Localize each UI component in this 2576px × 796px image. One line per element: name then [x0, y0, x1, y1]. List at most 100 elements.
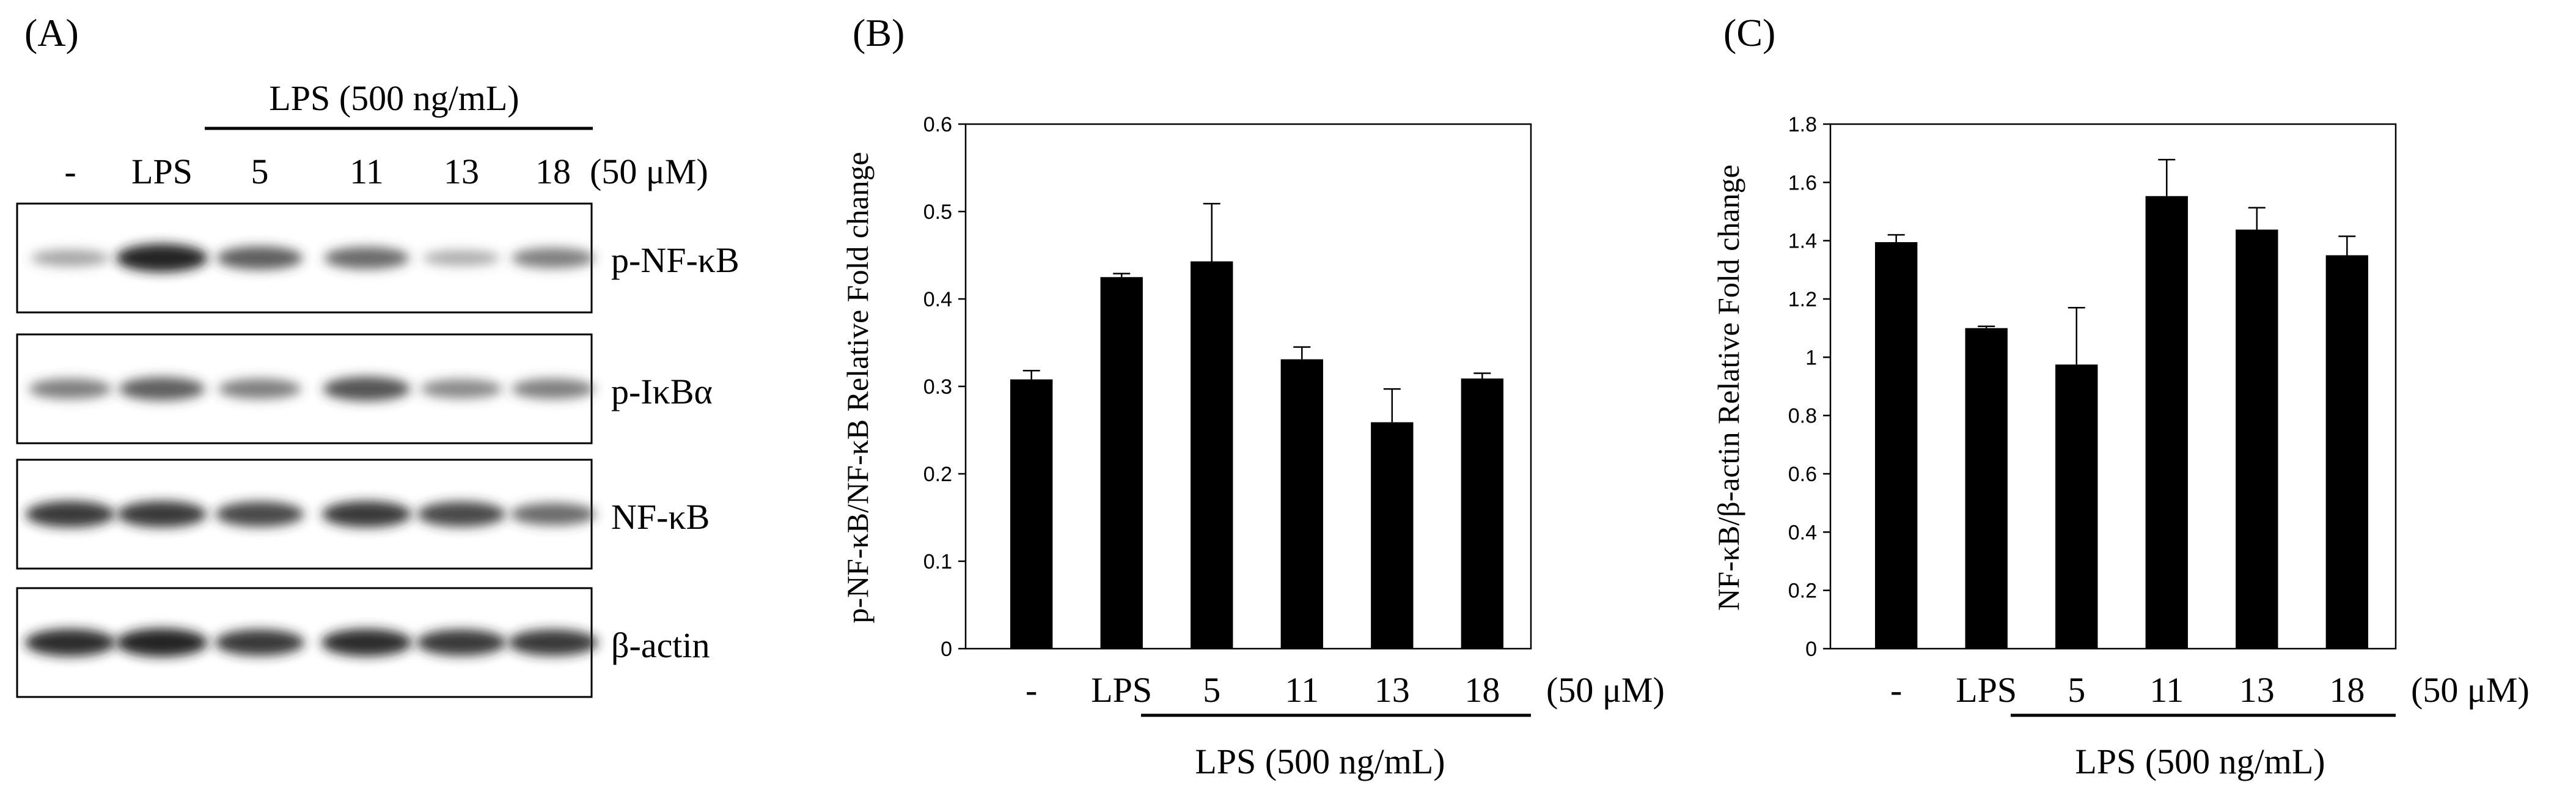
- bar: [1100, 277, 1143, 649]
- blot-band: [215, 501, 304, 527]
- bar: [1280, 359, 1323, 649]
- bar: [2145, 196, 2188, 649]
- blot-band: [416, 629, 507, 656]
- category-label: -: [1890, 670, 1902, 710]
- y-tick-label: 0.6: [1788, 463, 1817, 486]
- blot-band: [323, 377, 411, 401]
- blot-row-label: p-IκBα: [611, 372, 713, 411]
- category-label: 11: [2149, 670, 2184, 710]
- lane-label: -: [64, 152, 76, 191]
- blot-band: [116, 628, 208, 657]
- y-tick-label: 0.1: [923, 550, 952, 573]
- y-tick-label: 0: [1805, 638, 1817, 661]
- panel-a-concentration: (50 μM): [590, 152, 708, 191]
- blot-band: [321, 628, 413, 657]
- y-tick-label: 1.2: [1788, 288, 1817, 311]
- category-label: 5: [1203, 670, 1220, 710]
- category-labels: - LPS 5 11 13 18: [1890, 670, 2365, 710]
- blot-band: [417, 501, 506, 527]
- category-label: 13: [2239, 670, 2275, 710]
- bar: [1371, 422, 1414, 649]
- blot-band: [420, 379, 502, 399]
- blot-band: [324, 246, 409, 270]
- y-tick-label: 0.4: [1788, 521, 1817, 544]
- category-label: 11: [1285, 670, 1319, 710]
- bar: [2055, 364, 2098, 649]
- blot-band: [119, 377, 205, 401]
- bar: [1965, 328, 2008, 649]
- panel-a-western-blot: (A) LPS (500 ng/mL) - LPS 5 11 13 18 (50…: [16, 11, 739, 698]
- bar: [1875, 242, 1918, 649]
- blot-band: [218, 378, 301, 399]
- concentration-label: (50 μM): [2411, 670, 2530, 710]
- blot-row-p-ikba: p-IκBα: [16, 333, 713, 444]
- y-tick-label: 0.2: [923, 463, 952, 486]
- category-label: LPS: [1956, 670, 2017, 710]
- y-axis-label: p-NF-κB/NF-κB Relative Fold change: [840, 152, 875, 623]
- panel-c-letter: (C): [1723, 11, 1775, 54]
- blot-band: [216, 246, 303, 270]
- blot-band: [215, 629, 305, 656]
- blot-row-beta-actin: β-actin: [16, 587, 710, 698]
- blot-row-label: p-NF-κB: [611, 240, 739, 280]
- blot-row-nf-kb: NF-κB: [16, 459, 710, 570]
- blot-row-label: NF-κB: [611, 497, 710, 537]
- panel-a-treatment-label: LPS (500 ng/mL): [269, 78, 519, 118]
- blot-band: [117, 501, 207, 528]
- y-tick-label: 0.2: [1788, 580, 1817, 603]
- y-tick-label: 1: [1805, 346, 1817, 369]
- category-label: -: [1026, 670, 1037, 710]
- plot-area-frame: [1829, 123, 2397, 650]
- bar: [1191, 261, 1233, 649]
- blot-row-p-nf-kb: p-NF-κB: [16, 202, 739, 314]
- y-tick-label: 1.8: [1788, 113, 1817, 136]
- bar: [1010, 379, 1053, 649]
- bar: [2325, 255, 2369, 649]
- category-label: 13: [1374, 670, 1410, 710]
- panel-b-letter: (B): [853, 11, 905, 54]
- y-tick-label: 0: [941, 638, 952, 661]
- lane-label: 13: [444, 152, 479, 191]
- blot-band: [31, 249, 110, 267]
- category-labels: - LPS 5 11 13 18: [1026, 670, 1500, 710]
- blot-band: [116, 243, 208, 273]
- lane-label: LPS: [131, 152, 193, 191]
- blot-band: [512, 248, 595, 268]
- bars: [1010, 202, 1504, 649]
- y-tick-label: 0.6: [923, 113, 952, 136]
- y-tick-label: 0.8: [1788, 405, 1817, 428]
- chart-c: (C) NF-κB/β-actin Relative Fold change 0…: [1711, 11, 2530, 781]
- lane-labels: - LPS 5 11 13 18: [64, 152, 571, 191]
- blot-band: [508, 629, 598, 656]
- category-label: 5: [2068, 670, 2085, 710]
- blot-band: [29, 378, 112, 399]
- bar: [1461, 378, 1504, 649]
- panel-a-letter: (A): [24, 11, 79, 54]
- treatment-label: LPS (500 ng/mL): [2075, 742, 2325, 781]
- category-label: 18: [2329, 670, 2365, 710]
- concentration-label: (50 μM): [1546, 670, 1665, 710]
- blot-band: [510, 503, 596, 526]
- y-tick-label: 1.6: [1788, 171, 1817, 194]
- y-tick-label: 0.3: [923, 375, 952, 399]
- y-ticks: 0 0.2 0.4 0.6 0.8 1 1.2 1.4 1.6 1.8: [1788, 113, 1830, 661]
- blot-band: [24, 628, 116, 657]
- lane-label: 18: [535, 152, 571, 191]
- blot-row-label: β-actin: [611, 625, 710, 665]
- y-ticks: 0 0.1 0.2 0.3 0.4 0.5 0.6: [923, 113, 966, 661]
- blot-band: [512, 378, 595, 399]
- category-label: 18: [1464, 670, 1500, 710]
- y-axis-label: NF-κB/β-actin Relative Fold change: [1711, 164, 1745, 611]
- category-label: LPS: [1091, 670, 1152, 710]
- lane-label: 5: [251, 152, 269, 191]
- lane-label: 11: [350, 152, 384, 191]
- blot-band: [422, 250, 501, 266]
- blot-band: [321, 501, 412, 528]
- chart-b: (B) p-NF-κB/NF-κB Relative Fold change 0…: [840, 11, 1665, 781]
- blot-band: [25, 501, 116, 528]
- y-tick-label: 0.5: [923, 201, 952, 224]
- bar: [2236, 229, 2278, 649]
- y-tick-label: 0.4: [923, 288, 952, 311]
- y-tick-label: 1.4: [1788, 230, 1817, 253]
